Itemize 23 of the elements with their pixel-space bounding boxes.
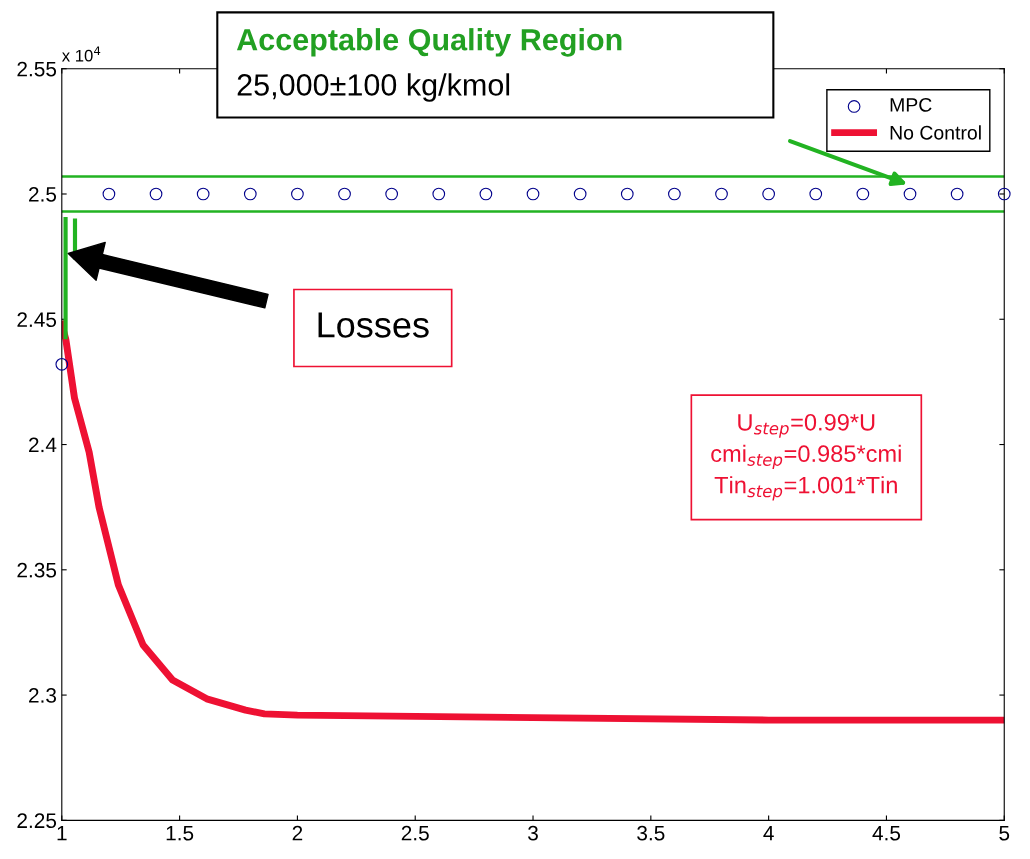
annotation: Losses: [318, 312, 429, 338]
legend-label: No Control: [890, 125, 981, 140]
x-tick-label: 4.5: [872, 825, 901, 841]
legend-label: MPC: [890, 98, 932, 112]
text: U$_{step}$=0.99*U cmi$_{step}$=0.985*cmi Tin$_{step}$=1.001*Tin: [711, 413, 901, 501]
x-tick-label: 2.5: [401, 825, 429, 841]
text: x 10$^{4}$: [61, 46, 101, 62]
x-tick-label: 2: [292, 825, 303, 841]
x-tick-label: 1.5: [166, 825, 194, 841]
x-tick-label: 5: [999, 825, 1010, 841]
y-tick-label: 2.45: [17, 312, 57, 328]
y-tick-label: 2.35: [17, 562, 57, 578]
y-tick-label: 2.5: [29, 186, 57, 202]
x-tick-label: 3.5: [637, 825, 665, 841]
x-tick-label: 1: [57, 825, 67, 841]
y-tick-label: 2.55: [17, 61, 57, 77]
x-tick-label: 4: [763, 825, 774, 841]
y-tick-label: 2.3: [29, 688, 57, 703]
y-tick-label: 2.4: [29, 437, 57, 453]
text: Acceptable Quality Region: [236, 28, 622, 57]
annotation: 25,000±100 kg/kmol: [237, 73, 510, 102]
y-tick-label: 2.25: [17, 813, 57, 829]
x-tick-label: 3: [528, 825, 538, 841]
